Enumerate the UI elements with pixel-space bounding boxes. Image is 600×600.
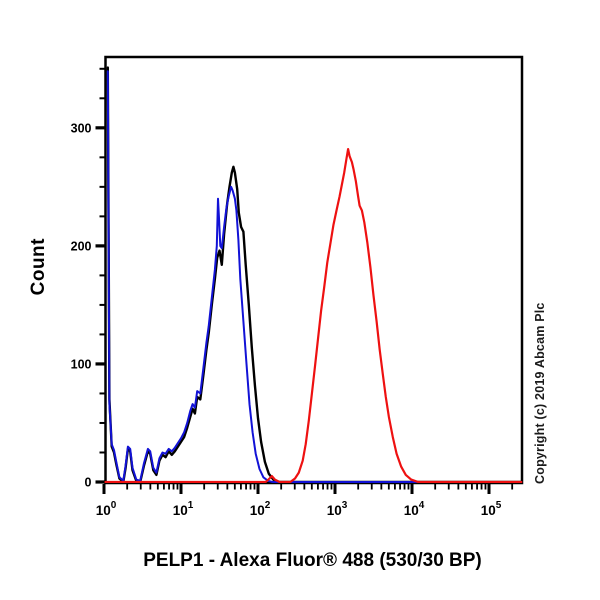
y-tick-label: 200 bbox=[71, 239, 92, 253]
y-axis-label: Count bbox=[28, 238, 49, 296]
series-secondary-only-control-blue bbox=[106, 70, 523, 483]
y-tick-label: 300 bbox=[71, 121, 92, 135]
x-tick-label: 101 bbox=[173, 500, 194, 518]
series-pelp1-stained-red bbox=[104, 148, 523, 483]
x-tick-label: 105 bbox=[481, 500, 502, 518]
x-tick-label: 100 bbox=[96, 500, 117, 518]
x-axis-title: PELP1 - Alexa Fluor® 488 (530/30 BP) bbox=[143, 550, 482, 571]
x-tick-label: 104 bbox=[404, 500, 425, 518]
x-tick-label: 103 bbox=[327, 500, 348, 518]
x-tick-label: 102 bbox=[250, 500, 271, 518]
y-tick-label: 100 bbox=[71, 357, 92, 371]
plot-frame bbox=[104, 55, 524, 485]
y-tick-label: 0 bbox=[85, 476, 92, 490]
copyright-text: Copyright (c) 2019 Abcam Plc bbox=[533, 302, 547, 484]
